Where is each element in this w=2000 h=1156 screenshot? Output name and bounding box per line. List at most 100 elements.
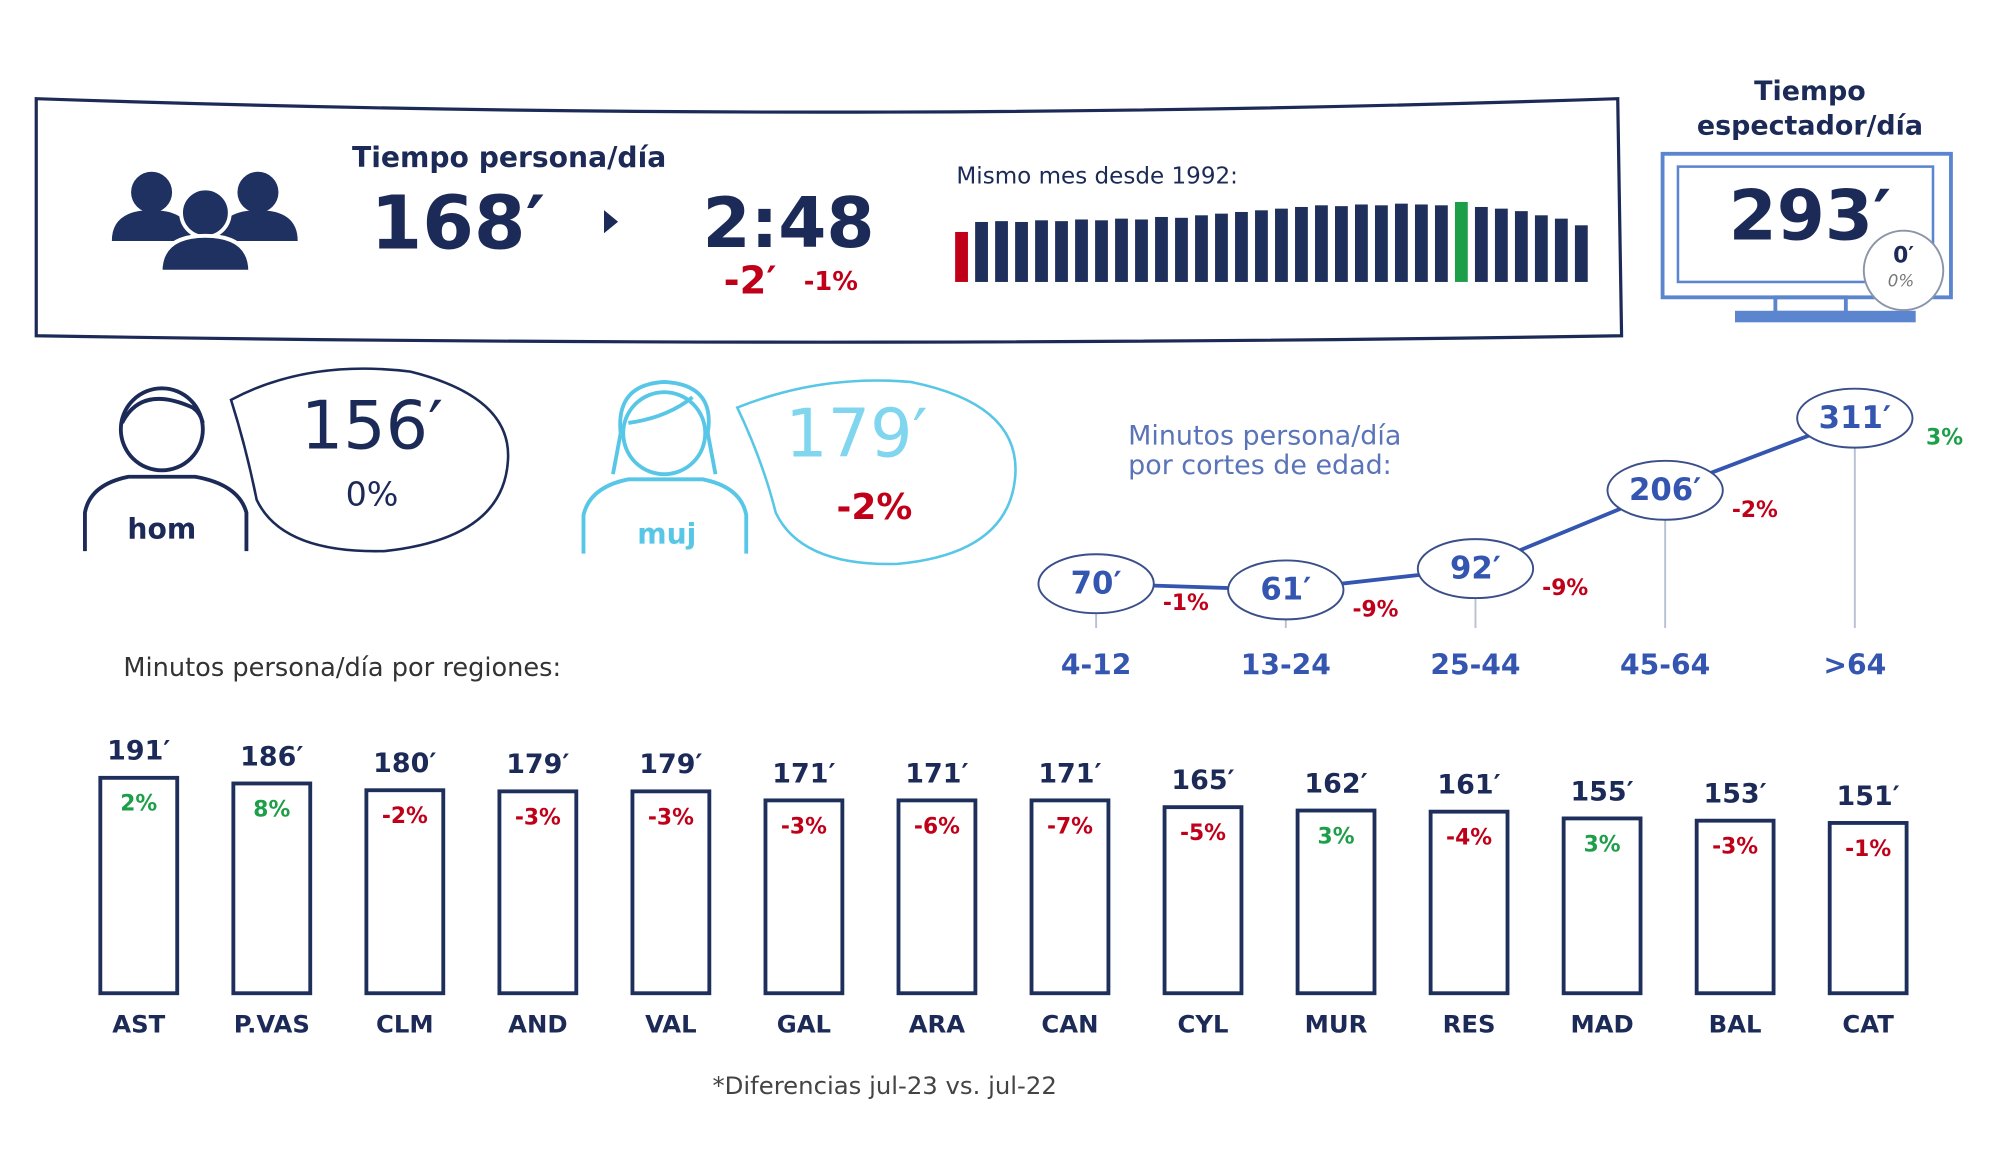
summary-box [34, 97, 1624, 344]
spark-bar [1355, 204, 1368, 282]
spark-bar [1295, 206, 1308, 282]
spark-bar [1434, 205, 1448, 282]
region-bar [1295, 808, 1377, 996]
region-bar [231, 781, 313, 996]
speech-bubble [735, 379, 1017, 566]
spark-bar [1534, 215, 1548, 282]
summary-hours: 2:48 [702, 184, 874, 264]
region-category: MUR [1305, 1009, 1368, 1038]
region-category: CLM [376, 1009, 434, 1038]
age-point [1606, 459, 1724, 521]
summary-title: Tiempo persona/día [352, 141, 666, 174]
arrow [603, 210, 619, 234]
spectator-title: Tiempo [1754, 76, 1866, 107]
region-value-label: 171′ [772, 758, 835, 789]
region-bar [763, 798, 845, 996]
age-category: 13-24 [1241, 648, 1331, 681]
footnote: *Diferencias jul-23 vs. jul-22 [712, 1071, 1056, 1100]
spark-bar [1095, 220, 1108, 282]
region-category: MAD [1570, 1009, 1633, 1038]
region-bar [1428, 809, 1510, 996]
region-diff-label: -2% [382, 804, 428, 829]
region-value-label: 171′ [1038, 758, 1101, 789]
region-value-label: 153′ [1703, 779, 1766, 810]
age-diff-label: -2% [1732, 498, 1778, 523]
region-value-label: 165′ [1171, 765, 1234, 796]
spark-bar [1275, 208, 1288, 282]
man-icon [83, 386, 249, 552]
spark-bar [1514, 211, 1528, 282]
region-bar [98, 775, 180, 996]
gender-diff: 0% [346, 474, 399, 513]
region-category: VAL [645, 1009, 697, 1038]
age-value-label: 61′ [1260, 572, 1311, 608]
age-value-label: 70′ [1071, 566, 1122, 602]
region-bar [1029, 798, 1111, 996]
age-title: Minutos persona/día [1128, 421, 1401, 452]
spark-bar [1554, 218, 1568, 282]
spark-bar [1195, 215, 1208, 282]
region-category: AND [508, 1009, 567, 1038]
gender-diff: -2% [837, 487, 913, 528]
spark-bar [1135, 219, 1148, 282]
region-value-label: 162′ [1304, 768, 1367, 799]
region-value-label: 171′ [905, 758, 968, 789]
tv-icon [1660, 151, 1953, 323]
spark-bar [1414, 204, 1428, 282]
region-diff-label: 2% [120, 792, 157, 817]
region-diff-label: -3% [515, 805, 561, 830]
spark-bar [1374, 205, 1388, 282]
spark-bar [1315, 205, 1328, 282]
region-value-label: 151′ [1837, 781, 1900, 812]
age-value-label: 92′ [1450, 550, 1501, 586]
gender-label: muj [637, 518, 696, 551]
region-category: CAN [1041, 1009, 1098, 1038]
age-diff-label: -9% [1353, 597, 1399, 622]
spark-bar [955, 231, 968, 282]
region-bar [1561, 816, 1643, 996]
age-point [1037, 553, 1155, 615]
spark-bar [1055, 221, 1068, 282]
age-category: 4-12 [1061, 648, 1132, 681]
region-category: P.VAS [234, 1009, 310, 1038]
region-bar [1827, 821, 1909, 996]
region-diff-label: -7% [1047, 814, 1093, 839]
age-point [1796, 387, 1914, 449]
spark-bar [1474, 206, 1488, 282]
spark-bar [1454, 201, 1468, 282]
region-diff-label: -5% [1180, 821, 1226, 846]
spark-bar [1235, 211, 1248, 282]
age-category: 45-64 [1620, 648, 1710, 681]
spectator-diff-percent: 0% [1888, 271, 1914, 290]
region-value-label: 161′ [1437, 770, 1500, 801]
spark-bar [1215, 213, 1228, 282]
age-diff-label: 3% [1926, 426, 1963, 451]
spectator-diff-minutes: 0′ [1893, 243, 1914, 268]
spark-bar [1574, 225, 1588, 282]
region-diff-label: -3% [648, 805, 694, 830]
age-category: 25-44 [1430, 648, 1520, 681]
woman-icon [581, 379, 749, 554]
gender-label: hom [127, 513, 196, 546]
region-diff-label: 3% [1318, 824, 1355, 849]
summary-diff-percent: -1% [804, 267, 858, 297]
region-diff-label: -1% [1845, 837, 1891, 862]
regions-title: Minutos persona/día por regiones: [123, 653, 561, 683]
spark-bar [1494, 208, 1508, 282]
spark-bar [1115, 218, 1128, 282]
age-title: por cortes de edad: [1128, 450, 1392, 481]
people-icon [111, 171, 298, 274]
spark-bar [1155, 216, 1168, 282]
age-diff-label: -9% [1542, 576, 1588, 601]
spark-bar [1335, 206, 1348, 282]
spark-bar [995, 221, 1008, 282]
summary-diff-minutes: -2′ [724, 259, 777, 304]
region-category: RES [1443, 1009, 1496, 1038]
region-category: CYL [1177, 1009, 1228, 1038]
region-value-label: 179′ [639, 749, 702, 780]
gender-minutes: 156′ [301, 387, 443, 465]
spark-bar [1175, 217, 1188, 282]
region-bar [896, 798, 978, 996]
